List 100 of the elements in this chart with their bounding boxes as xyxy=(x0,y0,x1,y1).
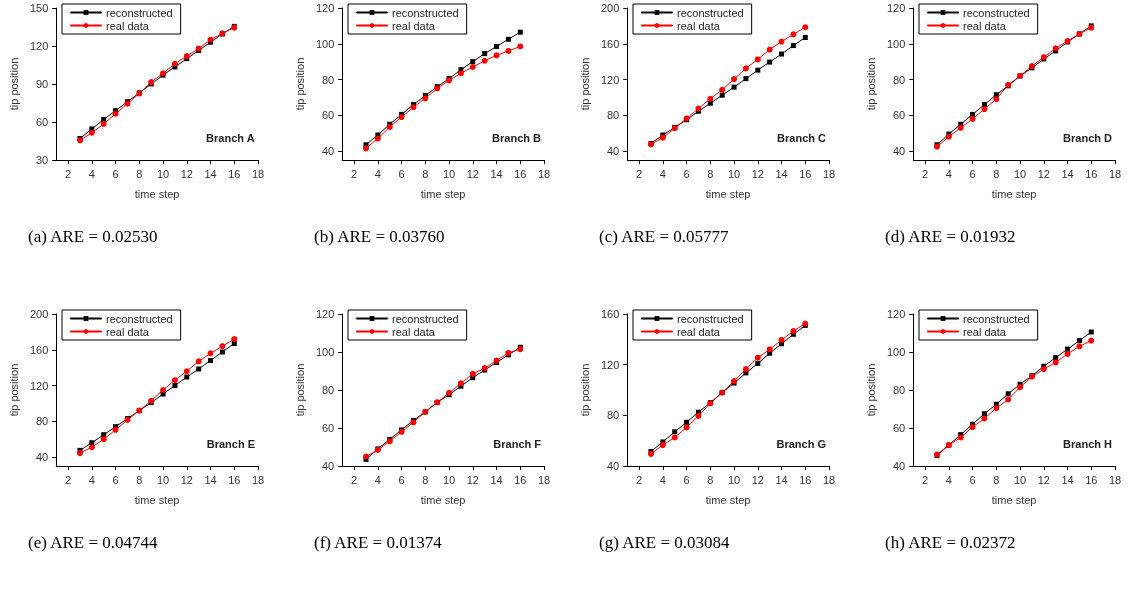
x-tick-label: 12 xyxy=(180,167,193,180)
x-axis-title: time step xyxy=(705,493,751,506)
x-tick-label: 18 xyxy=(251,167,265,180)
y-axis-title: tip position xyxy=(578,363,591,417)
legend-label: real data xyxy=(962,19,1007,32)
y-tick-label: 120 xyxy=(315,2,334,14)
x-tick-label: 10 xyxy=(727,167,741,180)
legend-label: reconstructed xyxy=(677,312,744,325)
x-tick-label: 12 xyxy=(1037,167,1050,180)
x-tick-label: 12 xyxy=(466,473,479,486)
y-tick-label: 120 xyxy=(29,379,49,392)
x-tick-label: 14 xyxy=(489,473,503,486)
x-tick-label: 16 xyxy=(1084,167,1097,180)
x-tick-label: 10 xyxy=(156,167,170,180)
x-tick-label: 4 xyxy=(659,473,666,486)
legend-label: real data xyxy=(391,325,436,338)
x-tick-label: 2 xyxy=(921,167,928,180)
annotation: Branch A xyxy=(206,131,255,144)
y-tick-label: 150 xyxy=(29,2,49,14)
text: (h) ARE = 0.02372 xyxy=(884,533,1015,552)
y-tick-label: 120 xyxy=(600,358,620,371)
x-tick-label: 6 xyxy=(969,167,976,180)
x-axis-title: time step xyxy=(991,187,1036,200)
x-axis-title: time step xyxy=(991,493,1036,506)
y-tick-label: 100 xyxy=(886,346,905,358)
x-tick-label: 14 xyxy=(489,167,503,180)
text: (g) ARE = 0.03084 xyxy=(599,533,730,552)
text: (b) ARE = 0.03760 xyxy=(313,227,444,246)
x-tick-label: 18 xyxy=(822,473,836,486)
x-tick-label: 4 xyxy=(945,473,952,486)
annotation: Branch F xyxy=(492,437,541,450)
y-tick-label: 80 xyxy=(321,384,334,396)
x-tick-label: 2 xyxy=(350,473,357,486)
legend-label: real data xyxy=(391,19,436,32)
x-axis-title: time step xyxy=(420,493,465,506)
x-tick-label: 4 xyxy=(659,167,666,180)
legend-label: reconstructed xyxy=(962,6,1030,19)
x-axis-title: time step xyxy=(134,493,180,506)
y-tick-label: 160 xyxy=(29,343,49,356)
x-tick-label: 14 xyxy=(1060,473,1074,486)
y-axis-title: tip position xyxy=(293,57,305,111)
y-axis-title: tip position xyxy=(293,363,305,417)
y-tick-label: 40 xyxy=(892,460,905,472)
annotation: Branch C xyxy=(777,131,827,144)
x-tick-label: 12 xyxy=(751,473,764,486)
legend-label: real data xyxy=(106,325,150,338)
x-tick-label: 8 xyxy=(136,473,143,486)
y-tick-label: 60 xyxy=(321,422,334,434)
y-tick-label: 160 xyxy=(600,308,620,320)
x-tick-label: 4 xyxy=(374,473,381,486)
y-tick-label: 60 xyxy=(36,116,49,128)
x-tick-label: 6 xyxy=(398,167,405,180)
x-tick-label: 8 xyxy=(136,167,143,180)
x-tick-label: 18 xyxy=(1108,473,1121,486)
x-tick-label: 14 xyxy=(775,167,788,180)
x-axis-title: time step xyxy=(420,187,465,200)
x-tick-label: 2 xyxy=(921,473,928,486)
x-tick-label: 18 xyxy=(822,167,836,180)
y-tick-label: 80 xyxy=(892,73,905,86)
x-tick-label: 8 xyxy=(707,473,714,486)
y-tick-label: 60 xyxy=(892,422,905,434)
y-tick-label: 30 xyxy=(36,154,49,166)
x-tick-label: 8 xyxy=(421,473,428,486)
y-tick-label: 100 xyxy=(886,37,905,50)
x-tick-label: 16 xyxy=(228,473,241,486)
legend-label: reconstructed xyxy=(677,6,744,19)
y-tick-label: 40 xyxy=(607,460,620,472)
x-axis-title: time step xyxy=(705,187,751,200)
x-tick-label: 6 xyxy=(969,473,976,486)
x-tick-label: 6 xyxy=(112,167,119,180)
x-tick-label: 16 xyxy=(799,473,812,486)
y-tick-label: 120 xyxy=(29,40,49,52)
text: (a) ARE = 0.02530 xyxy=(28,227,158,246)
annotation: Branch H xyxy=(1062,437,1112,450)
x-tick-label: 4 xyxy=(374,167,381,180)
y-tick-label: 80 xyxy=(607,409,620,422)
x-tick-label: 6 xyxy=(112,473,119,486)
y-axis-title: tip position xyxy=(864,363,876,417)
x-tick-label: 12 xyxy=(466,167,479,180)
y-tick-label: 120 xyxy=(886,2,905,14)
x-tick-label: 14 xyxy=(775,473,788,486)
annotation: Branch B xyxy=(491,131,541,144)
x-tick-label: 2 xyxy=(65,473,72,486)
legend-label: reconstructed xyxy=(962,312,1030,325)
y-tick-label: 40 xyxy=(607,145,620,158)
x-tick-label: 16 xyxy=(513,167,526,180)
x-tick-label: 10 xyxy=(442,167,455,180)
text: (e) ARE = 0.04744 xyxy=(28,533,159,552)
legend-label: real data xyxy=(106,19,150,32)
x-tick-label: 14 xyxy=(1060,167,1074,180)
y-tick-label: 40 xyxy=(321,145,334,158)
legend-label: reconstructed xyxy=(391,6,459,19)
x-tick-label: 8 xyxy=(992,167,999,180)
x-tick-label: 8 xyxy=(421,167,428,180)
x-tick-label: 18 xyxy=(1108,167,1121,180)
x-tick-label: 14 xyxy=(204,473,217,486)
annotation: Branch D xyxy=(1062,131,1112,144)
y-tick-label: 80 xyxy=(36,415,49,428)
y-axis-title: tip position xyxy=(578,57,591,111)
y-tick-label: 80 xyxy=(892,384,905,396)
